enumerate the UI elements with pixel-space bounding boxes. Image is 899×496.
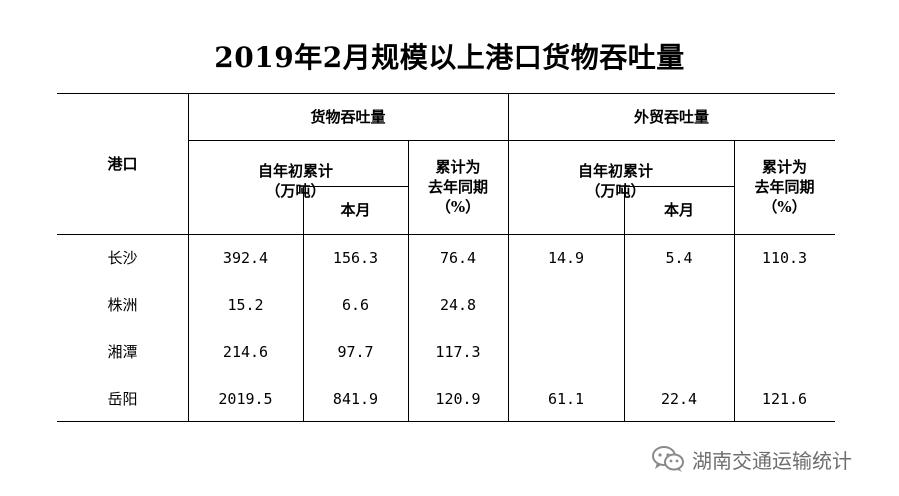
cargo-cumulative-value: 392.4 (222, 248, 269, 267)
header-cargo-group: 货物吞吐量 (310, 107, 386, 126)
cargo-month-value: 6.6 (341, 295, 370, 314)
header-trade-group: 外贸吞吐量 (633, 107, 709, 126)
trade-cumulative-value: 14.9 (547, 248, 585, 267)
trade-cumulative-value (508, 328, 624, 375)
port-name: 岳阳 (107, 389, 138, 408)
month-header-divider-trade (624, 186, 734, 187)
table-top-border (57, 93, 835, 94)
table-title: 2019年2月规模以上港口货物吞吐量 (214, 41, 685, 74)
wechat-icon (650, 444, 686, 474)
trade-month-value: 22.4 (660, 389, 698, 408)
trade-month-left-divider (624, 186, 625, 422)
trade-month-value: 5.4 (665, 248, 693, 267)
trade-yoy-value (734, 328, 835, 375)
header-trade-yoy: 累计为 去年同期 （%） (754, 158, 815, 216)
trade-cumulative-value (508, 281, 624, 328)
header-trade-cumulative: 自年初累计 （万吨） (577, 162, 653, 200)
port-column-divider (188, 93, 189, 422)
header-trade-month: 本月 (663, 201, 694, 219)
header-bottom-border (57, 234, 835, 235)
header-port: 港口 (107, 154, 138, 173)
port-name: 株洲 (107, 295, 138, 314)
trade-month-value (624, 281, 734, 328)
port-name: 湘潭 (107, 342, 138, 361)
cargo-month-value: 841.9 (332, 389, 379, 408)
trade-cumulative-value: 61.1 (547, 389, 585, 408)
cargo-yoy-value: 76.4 (439, 248, 477, 267)
port-name: 长沙 (107, 248, 138, 267)
group-header-divider (188, 140, 835, 141)
cargo-cumulative-value: 214.6 (222, 342, 269, 361)
header-cargo-month: 本月 (340, 201, 371, 219)
trade-yoy-value: 110.3 (761, 248, 808, 267)
cargo-yoy-left-divider (408, 140, 409, 422)
table-bottom-border (57, 421, 835, 422)
trade-yoy-left-divider (734, 140, 735, 422)
cargo-yoy-value: 120.9 (435, 389, 481, 408)
group-divider (508, 93, 509, 422)
port-throughput-table: 港口 货物吞吐量 外贸吞吐量 自年初累计 （万吨） 本月 累计为 去年同期 （%… (57, 93, 835, 422)
header-cargo-yoy: 累计为 去年同期 （%） (427, 158, 488, 216)
trade-yoy-value: 121.6 (761, 389, 808, 408)
watermark: 湖南交通运输统计 (650, 444, 852, 474)
month-header-divider-cargo (303, 186, 408, 187)
watermark-text: 湖南交通运输统计 (692, 448, 852, 473)
cargo-month-value: 156.3 (332, 248, 379, 267)
trade-month-value (624, 328, 734, 375)
cargo-cumulative-value: 15.2 (227, 295, 264, 314)
header-cargo-cumulative: 自年初累计 （万吨） (257, 162, 333, 200)
cargo-month-left-divider (303, 186, 304, 422)
cargo-yoy-value: 24.8 (439, 295, 477, 314)
cargo-yoy-value: 117.3 (435, 342, 481, 361)
cargo-month-value: 97.7 (337, 342, 374, 361)
trade-yoy-value (734, 281, 835, 328)
cargo-cumulative-value: 2019.5 (218, 389, 273, 408)
